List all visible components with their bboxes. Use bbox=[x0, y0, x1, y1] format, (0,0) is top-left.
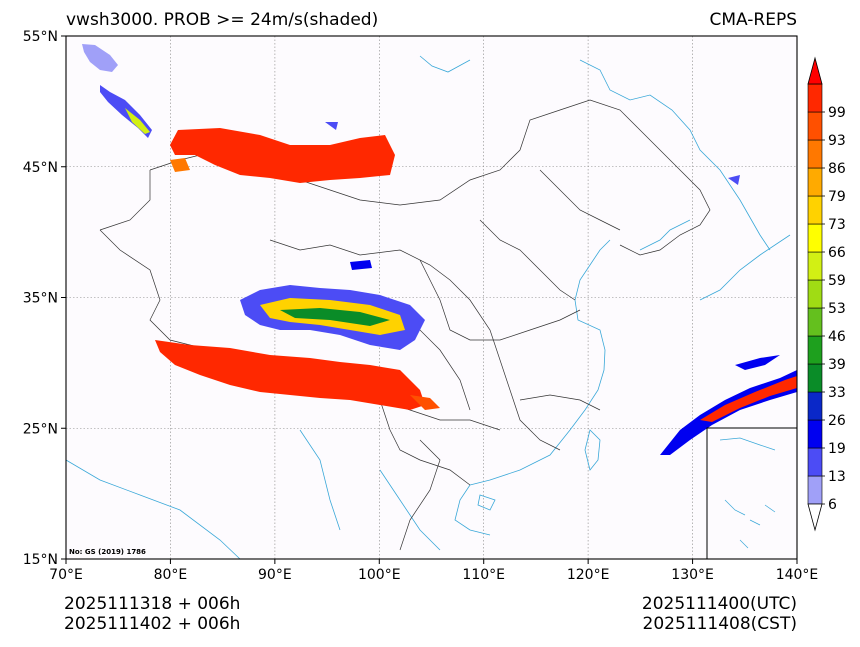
valid-utc: 2025111400(UTC) bbox=[641, 594, 797, 614]
shade-region-small-2 bbox=[325, 122, 338, 130]
colorbar-segment bbox=[807, 363, 823, 393]
lat-tick-label: 45°N bbox=[23, 160, 58, 176]
province-line-1 bbox=[269, 239, 561, 451]
colorbar-label: 19 bbox=[828, 441, 846, 457]
province-line-4 bbox=[479, 219, 576, 301]
lon-tick-label: 110°E bbox=[462, 567, 505, 583]
lat-tick-label: 25°N bbox=[23, 421, 58, 437]
colorbar-under-arrow bbox=[807, 503, 823, 532]
colorbar-label: 33 bbox=[828, 385, 846, 401]
shade-region-northwest-low bbox=[82, 44, 118, 72]
colorbar-label: 13 bbox=[828, 469, 846, 485]
inset-coast bbox=[719, 437, 776, 451]
graticule bbox=[66, 36, 797, 559]
valid-cst: 2025111408(CST) bbox=[642, 614, 797, 634]
colorbar-over-arrow bbox=[807, 56, 823, 85]
china-east-coast bbox=[469, 239, 611, 486]
lon-tick-label: 100°E bbox=[358, 567, 401, 583]
colorbar-segment bbox=[807, 307, 823, 337]
shade-region-mongolia bbox=[170, 128, 395, 183]
model-name: CMA-REPS bbox=[709, 10, 797, 30]
colorbar-segment bbox=[807, 419, 823, 449]
lake-baikal-coast bbox=[419, 55, 471, 73]
colorbar-label: 86 bbox=[828, 161, 846, 177]
colorbar-segment bbox=[807, 251, 823, 281]
lon-tick-label: 90°E bbox=[258, 567, 292, 583]
colorbar-label: 79 bbox=[828, 189, 846, 205]
colorbar-segment bbox=[807, 195, 823, 225]
init-times: 2025111318 + 006h 2025111402 + 006h bbox=[64, 594, 240, 634]
colorbar-segment bbox=[807, 475, 823, 505]
approval-number: No: GS (2019) 1786 bbox=[69, 548, 146, 556]
colorbar: 6 13 19 26 33 39 46 53 59 66 73 79 86 93 99 bbox=[807, 56, 846, 532]
lat-ticks bbox=[61, 35, 66, 560]
japan-coast bbox=[699, 234, 791, 301]
colorbar-label: 59 bbox=[828, 273, 846, 289]
northeast-coast bbox=[579, 59, 771, 251]
colorbar-label: 53 bbox=[828, 301, 846, 317]
province-line-3 bbox=[419, 259, 581, 341]
colorbar-label: 99 bbox=[828, 105, 846, 121]
province-line-7 bbox=[539, 169, 621, 231]
colorbar-segment bbox=[807, 83, 823, 113]
china-west-border bbox=[99, 170, 151, 231]
shade-region-small-1 bbox=[350, 260, 372, 270]
shade-region-tibet-east-tip bbox=[410, 395, 440, 410]
lon-tick-label: 140°E bbox=[776, 567, 819, 583]
lat-tick-label: 55°N bbox=[23, 29, 58, 45]
init-utc: 2025111318 + 006h bbox=[64, 594, 241, 614]
inset-frame bbox=[706, 427, 798, 560]
lat-tick-labels: 55°N 45°N 35°N 25°N 15°N bbox=[23, 29, 58, 568]
colorbar-segment bbox=[807, 223, 823, 253]
colorbar-label: 93 bbox=[828, 133, 846, 149]
india-coast bbox=[65, 459, 241, 560]
lat-tick-label: 15°N bbox=[23, 552, 58, 568]
probability-shading bbox=[82, 44, 797, 455]
init-cst: 2025111402 + 006h bbox=[64, 614, 241, 634]
colorbar-label: 46 bbox=[828, 329, 846, 345]
shade-region-mongolia-edge bbox=[170, 158, 190, 172]
lon-tick-label: 80°E bbox=[154, 567, 188, 583]
colorbar-segment bbox=[807, 167, 823, 197]
coastlines bbox=[65, 55, 791, 560]
colorbar-segment bbox=[807, 391, 823, 421]
plot-title: vwsh3000. PROB >= 24m/s(shaded) bbox=[66, 10, 379, 30]
colorbar-label: 73 bbox=[828, 217, 846, 233]
lon-tick-labels: 70°E 80°E 90°E 100°E 110°E 120°E 130°E 140°E bbox=[49, 567, 818, 583]
shade-region-pacific-north bbox=[735, 355, 780, 370]
colorbar-segment bbox=[807, 279, 823, 309]
south-china-sea-inset bbox=[706, 427, 798, 560]
bay-coast bbox=[299, 429, 341, 531]
shade-region-tibet-south bbox=[155, 340, 425, 410]
shade-region-small-3 bbox=[728, 175, 740, 185]
shade-region-northwest-core bbox=[125, 108, 150, 134]
lat-tick-label: 35°N bbox=[23, 291, 58, 307]
colorbar-segment bbox=[807, 111, 823, 141]
shade-region-pacific-core bbox=[700, 376, 797, 422]
lon-tick-label: 130°E bbox=[671, 567, 714, 583]
indochina-coast bbox=[379, 469, 441, 551]
lon-tick-label: 70°E bbox=[49, 567, 83, 583]
colorbar-label: 39 bbox=[828, 357, 846, 373]
colorbar-segment bbox=[807, 335, 823, 365]
colorbar-segment bbox=[807, 139, 823, 169]
lon-ticks bbox=[65, 559, 798, 564]
shade-region-tibet-green bbox=[280, 308, 390, 326]
colorbar-label: 66 bbox=[828, 245, 846, 261]
inset-islands bbox=[724, 499, 776, 549]
colorbar-label: 6 bbox=[828, 497, 837, 513]
indochina-border bbox=[399, 439, 441, 551]
hainan-coast bbox=[477, 494, 496, 511]
lon-tick-label: 120°E bbox=[567, 567, 610, 583]
south-coast bbox=[454, 484, 491, 536]
colorbar-segment bbox=[807, 447, 823, 477]
korea-coast bbox=[639, 219, 691, 251]
colorbar-label: 26 bbox=[828, 413, 846, 429]
taiwan-coast bbox=[584, 429, 601, 471]
valid-times: 2025111400(UTC) 2025111408(CST) bbox=[642, 594, 797, 634]
province-line-5 bbox=[519, 394, 601, 411]
